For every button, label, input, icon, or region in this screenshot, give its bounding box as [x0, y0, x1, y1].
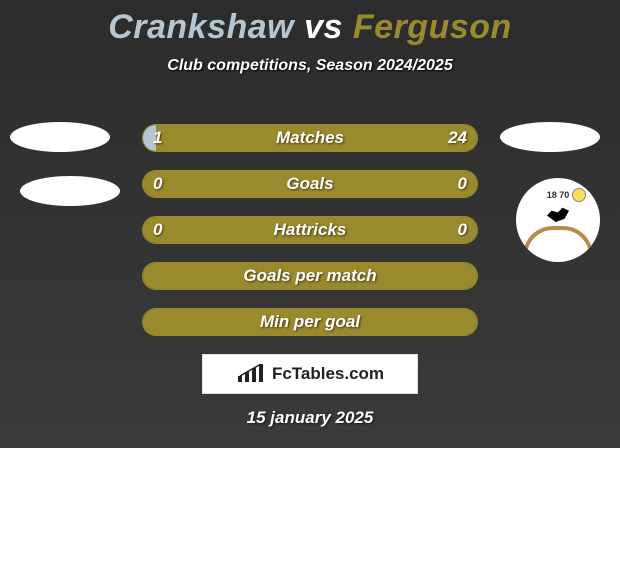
stat-bar: 0 0 Hattricks [142, 216, 478, 244]
comparison-panel: Crankshaw vs Ferguson Club competitions,… [0, 0, 620, 448]
stat-bar: Min per goal [142, 308, 478, 336]
brand-attribution[interactable]: FcTables.com [202, 354, 418, 394]
stat-bar: 0 0 Goals [142, 170, 478, 198]
stat-value-left: 0 [153, 220, 162, 240]
as-of-date: 15 january 2025 [0, 408, 620, 428]
team-crest-right-badge: 18 70 [516, 178, 600, 262]
bar-chart-icon [236, 364, 268, 384]
stat-value-right: 24 [448, 128, 467, 148]
crest-ball-icon [572, 188, 586, 202]
team-crest-left-1 [10, 122, 110, 152]
crest-year: 18 70 [547, 190, 570, 200]
crest-bridge-icon [523, 226, 593, 256]
stat-label: Matches [276, 128, 344, 148]
stat-value-right: 0 [458, 220, 467, 240]
stat-label: Min per goal [260, 312, 360, 332]
stat-value-left: 1 [153, 128, 162, 148]
team-crest-right-1 [500, 122, 600, 152]
page-title: Crankshaw vs Ferguson [0, 8, 620, 47]
stat-label: Hattricks [274, 220, 347, 240]
title-vs: vs [304, 8, 343, 46]
brand-text: FcTables.com [272, 364, 384, 384]
stat-label: Goals per match [243, 266, 376, 286]
stat-value-right: 0 [458, 174, 467, 194]
subtitle: Club competitions, Season 2024/2025 [0, 57, 620, 75]
title-player1: Crankshaw [108, 8, 294, 46]
stat-bars: 1 24 Matches 0 0 Goals 0 0 Hattricks Goals per ma… [142, 124, 478, 354]
team-crest-left-2 [20, 176, 120, 206]
crest-magpie-icon [547, 206, 569, 222]
stat-value-left: 0 [153, 174, 162, 194]
title-player2: Ferguson [353, 8, 512, 46]
stat-label: Goals [286, 174, 333, 194]
stat-bar: 1 24 Matches [142, 124, 478, 152]
stat-bar: Goals per match [142, 262, 478, 290]
